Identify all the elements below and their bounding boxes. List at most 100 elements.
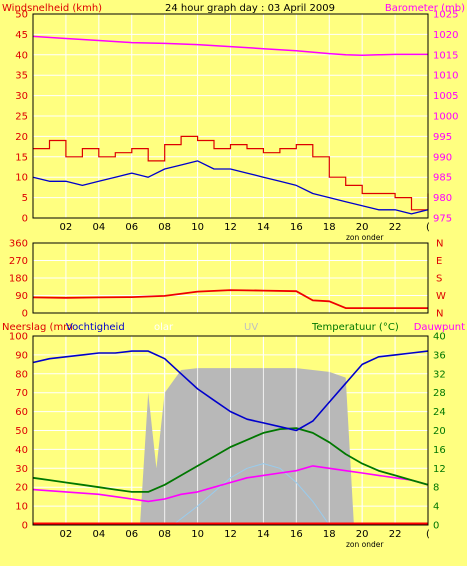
uv-line (172, 463, 330, 526)
x-tick-label: 18 (323, 529, 336, 540)
wind-tick-label: 45 (15, 30, 28, 41)
wind-speed-line (32, 160, 429, 215)
humidity-axis-title: Vochtigheid (66, 322, 125, 333)
barometer-tick-label: 1025 (433, 10, 458, 21)
panel-border (32, 335, 429, 526)
barometer-tick-label: 1015 (433, 50, 458, 61)
x-tick-label: 08 (158, 222, 171, 233)
temperature-tick-label: 24 (433, 407, 446, 418)
wind-tick-label: 40 (15, 50, 28, 61)
x-tick-label: 10 (191, 529, 204, 540)
x-tick-label: 12 (224, 529, 237, 540)
humidity-tick-label: 60 (15, 407, 28, 418)
humidity-tick-label: 0 (22, 521, 28, 532)
x-tick-label: ( (426, 529, 430, 540)
compass-label: S (436, 274, 442, 285)
wind-tick-label: 35 (15, 71, 28, 82)
direction-tick-label: 270 (9, 256, 28, 267)
uv-axis-title: UV (244, 322, 258, 333)
wind-tick-label: 50 (15, 10, 28, 21)
wind-gust-line (33, 135, 429, 211)
x-tick-label: 02 (60, 222, 73, 233)
x-tick-label: 04 (92, 222, 105, 233)
rain-axis-title: Neerslag (mm (2, 322, 73, 333)
dewpoint-axis-title: Dauwpunt (414, 322, 465, 333)
wind-tick-label: 5 (22, 193, 28, 204)
wind-tick-label: 30 (15, 91, 28, 102)
panel-border (32, 13, 429, 219)
barometer-tick-label: 1005 (433, 91, 458, 102)
temperature-line (32, 427, 429, 493)
x-tick-label: ( (426, 222, 430, 233)
compass-label: N (436, 309, 443, 320)
wind-tick-label: 0 (22, 214, 28, 225)
wind-direction-line (32, 289, 428, 310)
x-tick-label: 22 (389, 529, 402, 540)
temperature-tick-label: 0 (433, 521, 439, 532)
humidity-tick-label: 70 (15, 388, 28, 399)
x-tick-label: 04 (92, 529, 105, 540)
barometer-tick-label: 1010 (433, 71, 458, 82)
x-tick-label: 14 (257, 529, 270, 540)
panel-border (32, 242, 429, 314)
wind-tick-label: 20 (15, 132, 28, 143)
sunset-label-top: zon onder (346, 233, 384, 242)
x-tick-label: 06 (125, 222, 138, 233)
x-tick-label: 20 (356, 529, 369, 540)
wind-tick-label: 15 (15, 152, 28, 163)
humidity-tick-label: 90 (15, 350, 28, 361)
direction-tick-label: 180 (9, 274, 28, 285)
humidity-tick-label: 20 (15, 483, 28, 494)
wind-tick-label: 25 (15, 112, 28, 123)
x-tick-label: 10 (191, 222, 204, 233)
compass-label: W (436, 291, 446, 302)
barometer-axis-title: Barometer (mb) (385, 3, 465, 14)
barometer-tick-label: 980 (433, 193, 452, 204)
chart-title: 24 hour graph day : 03 April 2009 (165, 3, 335, 14)
x-tick-label: 08 (158, 529, 171, 540)
compass-label: N (436, 239, 443, 250)
barometer-line (32, 35, 428, 56)
temperature-tick-label: 20 (433, 426, 446, 437)
temperature-tick-label: 36 (433, 350, 446, 361)
barometer-tick-label: 995 (433, 132, 452, 143)
direction-tick-label: 90 (15, 291, 28, 302)
barometer-tick-label: 1020 (433, 30, 458, 41)
humidity-tick-label: 100 (9, 332, 28, 343)
x-tick-label: 14 (257, 222, 270, 233)
x-tick-label: 20 (356, 222, 369, 233)
direction-tick-label: 0 (22, 309, 28, 320)
temperature-tick-label: 16 (433, 445, 446, 456)
dewpoint-line (32, 465, 429, 503)
x-tick-label: 16 (290, 529, 303, 540)
humidity-tick-label: 50 (15, 426, 28, 437)
barometer-tick-label: 985 (433, 173, 452, 184)
barometer-tick-label: 975 (433, 214, 452, 225)
x-tick-label: 16 (290, 222, 303, 233)
temperature-tick-label: 8 (433, 483, 439, 494)
x-tick-label: 12 (224, 222, 237, 233)
solar-area (140, 368, 363, 525)
temperature-tick-label: 40 (433, 332, 446, 343)
humidity-tick-label: 40 (15, 445, 28, 456)
humidity-line (32, 350, 429, 432)
direction-tick-label: 360 (9, 239, 28, 250)
x-tick-label: 22 (389, 222, 402, 233)
humidity-tick-label: 80 (15, 369, 28, 380)
x-tick-label: 06 (125, 529, 138, 540)
temperature-tick-label: 28 (433, 388, 446, 399)
temperature-tick-label: 4 (433, 502, 439, 513)
barometer-tick-label: 990 (433, 152, 452, 163)
solar-axis-title: olar (154, 322, 174, 333)
temperature-axis-title: Temperatuur (°C) (311, 322, 399, 333)
humidity-tick-label: 30 (15, 464, 28, 475)
compass-label: E (436, 256, 442, 267)
wind-tick-label: 10 (15, 173, 28, 184)
wind-speed-axis-title: Windsnelheid (kmh) (2, 3, 102, 14)
sunset-label-bottom: zon onder (346, 540, 384, 549)
temperature-tick-label: 32 (433, 369, 446, 380)
humidity-tick-label: 10 (15, 502, 28, 513)
barometer-tick-label: 1000 (433, 112, 458, 123)
